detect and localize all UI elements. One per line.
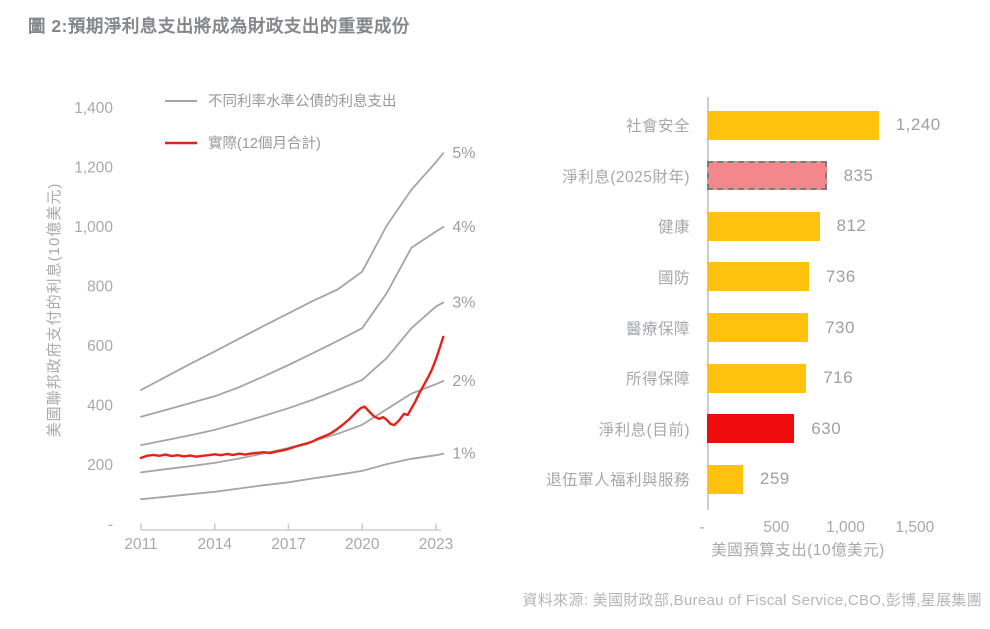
source-note: 資料來源: 美國財政部,Bureau of Fiscal Service,CBO… [522,592,982,609]
bar-value-label: 716 [823,368,854,388]
bar-row: 淨利息(目前) 630 [518,413,841,444]
interest-at-3pct-line [140,301,445,447]
bar-category-label: 國防 [657,269,690,287]
bar-row: 所得保障 716 [518,363,853,394]
x-tick-label: 2023 [419,536,453,553]
x-tick-label: 2017 [271,536,305,553]
y-tick-label: - [108,517,113,534]
bar [707,110,879,140]
bar-category-label: 淨利息(2025財年) [562,168,690,186]
rate-end-label: 4% [452,219,475,236]
bar [707,211,820,241]
rate-end-label: 5% [452,145,475,162]
legend-label: 不同利率水準公債的利息支出 [208,93,397,110]
bar-category-label: 所得保障 [625,371,690,389]
bar [707,414,795,444]
bar-x-tick-label: - [699,519,705,536]
x-tick-label: 2020 [345,536,380,553]
bar-category-label: 社會安全 [625,118,690,136]
y-tick-label: 400 [87,398,113,415]
bar-value-label: 730 [825,317,855,337]
bar [707,161,827,191]
bar-x-tick-label: 500 [763,519,790,536]
y-tick-label: 1,200 [74,160,113,177]
bar-chart-x-axis-title: 美國預算支出(10億美元) [711,542,885,559]
interest-at-2pct-line [140,380,445,474]
bar-category-label: 醫療保障 [625,320,690,338]
bar [707,313,809,342]
bar-category-label: 健康 [657,219,690,237]
rate-end-label: 3% [452,295,475,312]
bar-value-label: 259 [759,469,790,489]
x-tick-label: 2011 [124,536,157,553]
y-tick-label: 800 [87,279,113,296]
actual-12m-sum-line [139,335,445,460]
bar [707,464,743,494]
interest-at-5pct-line [140,152,445,391]
rate-end-label: 2% [452,373,475,390]
y-tick-label: 200 [87,457,113,474]
x-tick-label: 2014 [197,536,232,553]
bar-value-label: 736 [825,266,856,286]
bar-value-label: 630 [811,418,842,438]
chart-title: 圖 2:預期淨利息支出將成為財政支出的重要成份 [28,16,410,36]
bar-row: 退伍軍人福利與服務 259 [518,464,790,495]
bar-row: 淨利息(2025財年) 835 [518,160,873,191]
bar-x-tick-label: 1,000 [826,519,865,536]
bar-category-label: 退伍軍人福利與服務 [545,472,690,490]
bar [707,262,809,292]
bar-row: 醫療保障 730 [518,312,855,343]
y-tick-label: 1,000 [74,219,113,236]
bar [707,363,807,393]
bar-value-label: 812 [836,216,867,236]
bar-row: 健康 812 [518,211,866,242]
y-tick-label: 1,400 [74,100,113,117]
y-tick-label: 600 [87,338,113,355]
bar-value-label: 1,240 [895,115,941,135]
bar-x-tick-label: 1,500 [895,519,935,536]
line-chart-svg: - 200 400 600 800 1,000 1,200 1,400 2011 2014 2017… [74,93,475,553]
bar-row: 國防 736 [518,261,856,292]
bar-row: 社會安全 1,240 [518,110,941,141]
bar-category-label: 淨利息(目前) [598,421,690,439]
bar-value-label: 835 [843,165,874,185]
rate-end-label: 1% [452,446,475,463]
interest-at-1pct-line [140,452,445,501]
bar-chart-axis-line [707,97,709,510]
interest-at-4pct-line [140,226,445,418]
legend-label: 實際(12個月合計) [208,134,321,152]
